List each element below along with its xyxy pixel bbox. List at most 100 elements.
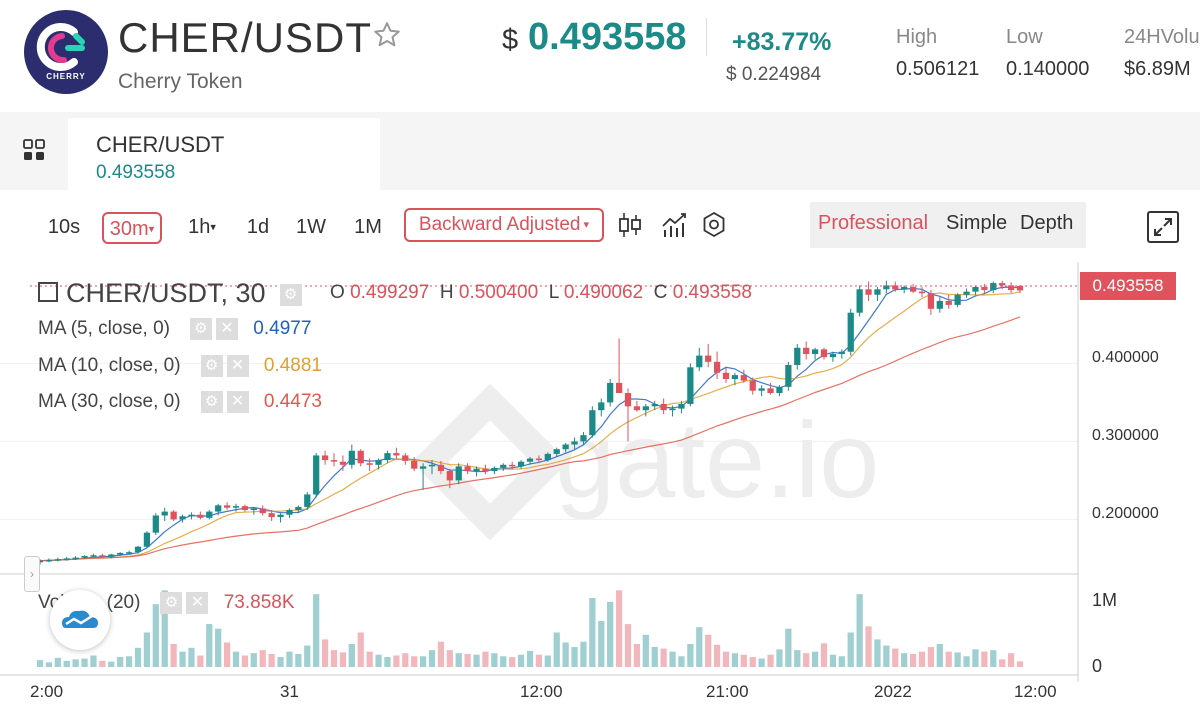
last-price: 0.493558 [528, 16, 687, 58]
candle-body [402, 455, 409, 461]
candle-body [535, 458, 543, 461]
candle-body [491, 467, 498, 472]
close-icon[interactable]: ✕ [226, 355, 249, 377]
volume-bar [883, 645, 890, 667]
volume-bar [918, 651, 926, 667]
candle-body [90, 555, 97, 557]
ma10-value: 0.4881 [263, 355, 322, 377]
interval-1d[interactable]: 1d [246, 216, 270, 238]
candle-body [1007, 285, 1015, 291]
candle-body [972, 286, 979, 292]
chevron-down-icon: ▾ [580, 219, 590, 231]
candle-body [651, 403, 658, 407]
grid-menu-icon[interactable] [22, 138, 46, 162]
chart-badge[interactable] [50, 590, 110, 650]
candle-body [927, 293, 935, 309]
x-tick-label: 2:00 [30, 682, 64, 701]
candle-body [571, 441, 578, 445]
candle-body [562, 444, 569, 450]
ohlc-readout: O 0.499297 H 0.500400 L 0.490062 C 0.493… [330, 282, 752, 304]
candle-body [731, 375, 739, 379]
fullscreen-icon[interactable] [1146, 210, 1180, 244]
candle-body [598, 402, 605, 411]
ohlc-close-key: C [653, 282, 668, 303]
close-icon[interactable]: ✕ [216, 318, 238, 340]
candle-body [999, 283, 1006, 286]
candle-body [624, 393, 632, 407]
chevron-down-icon: ▾ [148, 223, 155, 236]
settings-icon[interactable] [700, 210, 728, 240]
volume-bar [393, 655, 400, 667]
volume-bar [999, 659, 1006, 667]
volume-bar [152, 604, 159, 667]
candle-body [856, 289, 863, 313]
gear-icon[interactable]: ⚙ [200, 391, 223, 413]
volume-bar [411, 656, 418, 667]
candle-body [99, 555, 106, 557]
volume-bar [108, 661, 115, 667]
volume-bar [321, 639, 329, 667]
candle-body [268, 513, 275, 518]
gear-icon[interactable]: ⚙ [200, 355, 223, 377]
candle-body [36, 560, 44, 563]
volume-bar [651, 647, 658, 667]
low-label: Low [1006, 26, 1043, 48]
volume-bar [945, 651, 952, 667]
mode-depth[interactable]: Depth [1020, 212, 1074, 234]
volume-bar [446, 650, 453, 667]
y-tick-label: 0.400000 [1092, 349, 1159, 366]
candle-body [847, 312, 854, 352]
candle-body [375, 460, 382, 465]
collapse-icon[interactable] [38, 281, 58, 302]
interval-1m[interactable]: 1M [354, 216, 382, 238]
volume-bar [758, 658, 765, 667]
indicator-icon[interactable] [660, 210, 688, 240]
gear-icon[interactable]: ⚙ [160, 592, 183, 614]
volume-bar [134, 647, 142, 667]
interval-1h[interactable]: 1h▾ [180, 212, 224, 244]
x-tick-label: 21:00 [706, 682, 749, 701]
ohlc-high-key: H [439, 282, 454, 303]
volume-bar [803, 653, 810, 667]
interval-30m[interactable]: 30m▾ [102, 212, 162, 244]
interval-1w[interactable]: 1W [296, 216, 326, 238]
interval-10s[interactable]: 10s [47, 216, 81, 238]
close-icon[interactable]: ✕ [226, 391, 249, 413]
pair-tab[interactable]: CHER/USDT 0.493558 [68, 118, 380, 190]
volume-bar [526, 650, 534, 667]
close-icon[interactable]: ✕ [186, 592, 209, 614]
candle-body [108, 554, 115, 557]
volume-bar [874, 639, 881, 667]
volume-24h-value: $6.89M [1124, 58, 1191, 80]
candle-body [419, 466, 427, 469]
volume-24h-label: 24HVolu [1124, 26, 1200, 48]
volume-bar [865, 626, 872, 667]
pair-title: CHER/USDT [118, 14, 373, 61]
candlestick-icon[interactable] [616, 210, 644, 240]
candle-body [241, 506, 249, 511]
ohlc-low-key: L [548, 282, 559, 303]
volume-bar [63, 660, 70, 667]
favorite-star-icon[interactable] [372, 20, 402, 50]
volume-bar [705, 634, 712, 667]
high-value: 0.506121 [896, 58, 980, 80]
volume-bar [811, 651, 819, 667]
cherry-logo: CHERRY [24, 10, 108, 94]
gear-icon[interactable]: ⚙ [279, 283, 302, 306]
volume-bar [669, 651, 676, 667]
candle-body [152, 515, 159, 533]
candle-body [526, 458, 534, 462]
volume-bar [927, 647, 935, 667]
mode-simple[interactable]: Simple [946, 212, 1008, 234]
candle-body [428, 464, 436, 467]
volume-bar [259, 650, 266, 667]
chevron-right-icon[interactable]: › [24, 556, 40, 592]
gear-icon[interactable]: ⚙ [190, 318, 212, 340]
mode-professional[interactable]: Professional [818, 212, 929, 234]
volume-bar [339, 652, 347, 667]
volume-bar [464, 653, 471, 667]
ma5-label: MA (5, close, 0) [38, 318, 170, 340]
volume-bar [687, 644, 694, 667]
price-chart[interactable]: gate.io [0, 262, 1200, 708]
adjust-select[interactable]: Backward Adjusted ▾ [404, 208, 604, 242]
